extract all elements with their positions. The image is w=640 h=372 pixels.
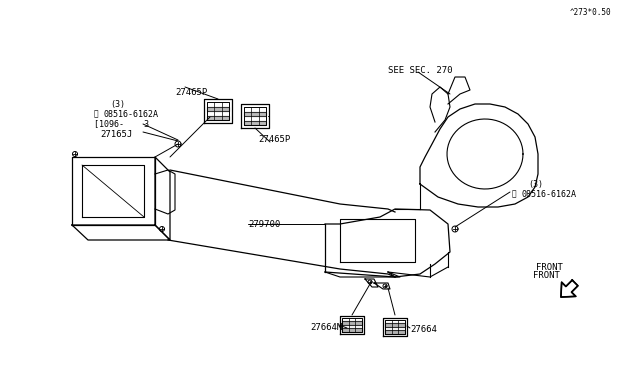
- Polygon shape: [244, 121, 266, 125]
- Polygon shape: [244, 112, 266, 116]
- Polygon shape: [207, 106, 229, 111]
- Text: Ⓝ: Ⓝ: [512, 189, 516, 199]
- Polygon shape: [342, 328, 362, 332]
- Text: SEE SEC. 270: SEE SEC. 270: [388, 65, 452, 74]
- Text: (3): (3): [110, 99, 125, 109]
- Polygon shape: [385, 330, 405, 334]
- Text: 27465P: 27465P: [258, 135, 291, 144]
- Text: ^273*0.50: ^273*0.50: [570, 7, 612, 16]
- Text: [1096-    3: [1096- 3: [94, 119, 149, 128]
- Polygon shape: [342, 321, 362, 324]
- Text: FRONT: FRONT: [536, 263, 563, 273]
- Text: Ⓝ: Ⓝ: [94, 109, 99, 119]
- Text: 27664M: 27664M: [310, 324, 342, 333]
- Polygon shape: [561, 280, 578, 297]
- Text: FRONT: FRONT: [533, 270, 560, 279]
- Text: 27664: 27664: [410, 326, 437, 334]
- Text: 08516-6162A: 08516-6162A: [104, 109, 159, 119]
- Text: (3): (3): [528, 180, 543, 189]
- Polygon shape: [385, 323, 405, 327]
- Text: 27465P: 27465P: [175, 87, 207, 96]
- Text: 279700: 279700: [248, 219, 280, 228]
- Text: 08516-6162A: 08516-6162A: [522, 189, 577, 199]
- Text: 27165J: 27165J: [100, 129, 132, 138]
- Polygon shape: [207, 115, 229, 120]
